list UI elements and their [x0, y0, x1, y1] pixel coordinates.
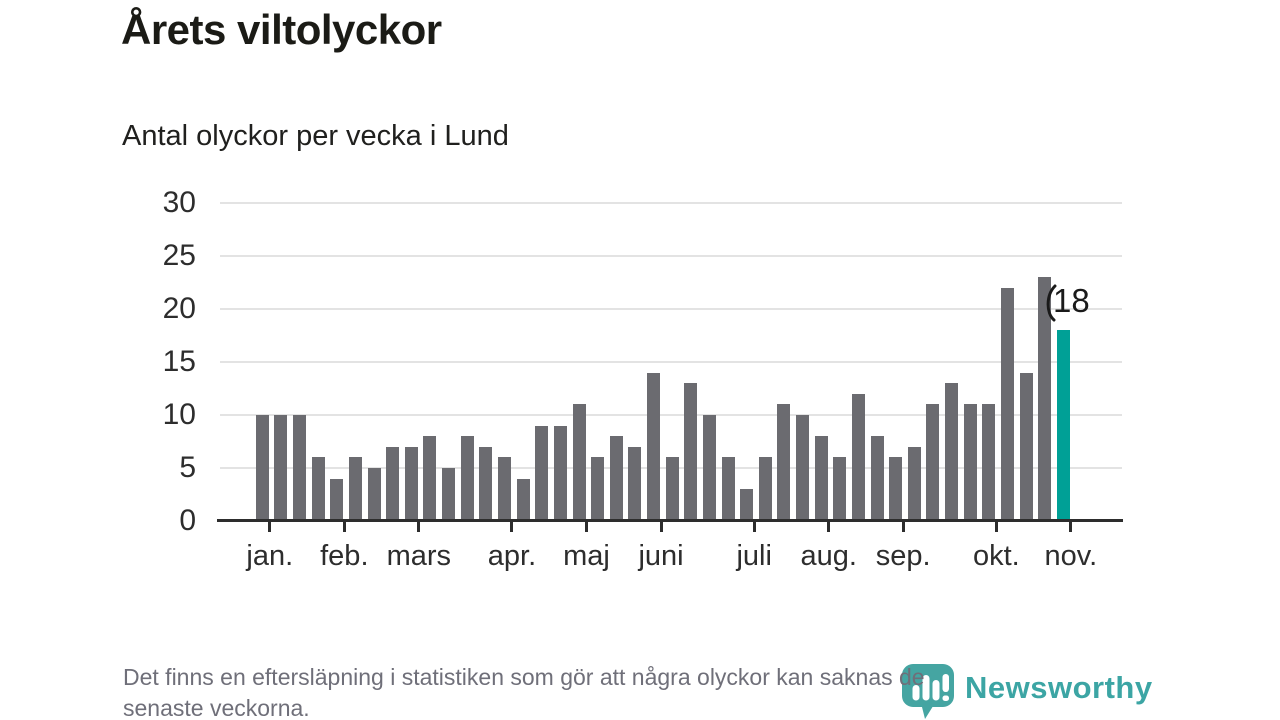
x-axis-tick-nov: [1069, 521, 1073, 532]
y-axis-label-15: 15: [162, 345, 196, 378]
x-axis-tick-aug: [827, 521, 831, 532]
x-axis-label-aug: aug.: [800, 540, 857, 572]
x-axis-label-mars: mars: [386, 540, 452, 572]
bar-week-42: [1019, 372, 1033, 521]
bar-week-27: [740, 489, 754, 521]
bar-week-23: [665, 457, 679, 521]
bar-week-21: [628, 446, 642, 521]
x-axis-label-sep: sep.: [875, 540, 931, 572]
newsworthy-logo-icon: [902, 664, 954, 719]
newsworthy-logo-text: Newsworthy: [965, 670, 1153, 705]
bar-week-3: [293, 415, 307, 521]
x-axis-tick-okt: [994, 521, 998, 532]
y-axis-label-0: 0: [179, 504, 196, 537]
annotation-value-label: 18: [1053, 282, 1090, 319]
x-axis-label-jan: jan.: [246, 540, 294, 572]
x-axis-label-juni: juni: [638, 540, 684, 572]
x-axis-tick-juni: [659, 521, 663, 532]
x-axis-label-maj: maj: [563, 540, 610, 572]
x-axis-tick-apr: [510, 521, 514, 532]
bar-week-43: [1038, 277, 1052, 521]
bar-week-19: [591, 457, 605, 521]
newsworthy-logo: Newsworthy: [902, 664, 1153, 720]
bar-week-28: [758, 457, 772, 521]
footnote: Det finns en eftersläpning i statistiken…: [123, 662, 925, 720]
y-axis-label-25: 25: [162, 239, 196, 272]
x-axis-tick-jan: [268, 521, 272, 532]
x-axis-label-feb: feb.: [320, 540, 369, 572]
x-axis-tick-juli: [752, 521, 756, 532]
bar-week-36: [907, 446, 921, 521]
y-axis-label-10: 10: [162, 398, 196, 431]
bar-week-26: [721, 457, 735, 521]
gridline-10: [220, 414, 1122, 416]
bar-week-11: [442, 468, 456, 521]
bar-week-18: [572, 404, 586, 521]
bar-week-29: [777, 404, 791, 521]
bar-week-1: [255, 415, 269, 521]
bar-week-14: [497, 457, 511, 521]
bar-week-38: [945, 383, 959, 521]
x-axis-tick-feb: [342, 521, 346, 532]
x-axis-label-juli: juli: [736, 540, 772, 572]
chart-title: Årets viltolyckor: [121, 6, 442, 53]
bar-week-7: [367, 468, 381, 521]
bar-week-8: [386, 446, 400, 521]
bar-week-30: [796, 415, 810, 521]
bar-week-33: [851, 393, 865, 521]
x-axis-tick-maj: [585, 521, 588, 532]
bar-week-9: [404, 446, 418, 521]
y-axis-label-5: 5: [179, 451, 196, 484]
bar-week-13: [479, 446, 493, 521]
bar-week-31: [814, 436, 828, 521]
bar-week-35: [889, 457, 903, 521]
bar-week-39: [963, 404, 977, 521]
bar-week-32: [833, 457, 847, 521]
y-axis-label-30: 30: [162, 186, 196, 219]
gridline-25: [220, 255, 1122, 257]
x-axis-label-okt: okt.: [972, 540, 1020, 572]
bar-week-20: [609, 436, 623, 521]
chart-subtitle: Antal olyckor per vecka i Lund: [122, 120, 509, 152]
footnote-line-2: senaste veckorna.: [123, 695, 310, 720]
x-axis-label-apr: apr.: [487, 540, 537, 572]
y-axis-label-20: 20: [162, 292, 196, 325]
bar-week-40: [982, 404, 996, 521]
footnote-line-1: Det finns en eftersläpning i statistiken…: [123, 664, 925, 690]
bar-week-37: [926, 404, 940, 521]
bar-week-22: [647, 372, 661, 521]
x-axis-tick-sep: [901, 521, 905, 532]
bar-week-24: [684, 383, 698, 521]
x-axis-tick-mars: [417, 521, 421, 532]
x-axis-line: [217, 519, 1123, 522]
bar-week-6: [348, 457, 362, 521]
bar-week-44: [1056, 330, 1070, 521]
bar-week-4: [311, 457, 325, 521]
bar-week-41: [1001, 287, 1014, 521]
bar-week-15: [516, 478, 530, 521]
gridline-20: [220, 308, 1122, 310]
bar-week-10: [423, 436, 437, 521]
bar-week-25: [702, 415, 716, 521]
gridline-15: [220, 361, 1122, 363]
annotation-leader-line: [1046, 284, 1057, 322]
gridline-30: [220, 202, 1122, 204]
bar-week-34: [870, 436, 884, 521]
bar-week-2: [274, 415, 288, 521]
bar-week-12: [460, 436, 474, 521]
bar-week-16: [535, 425, 549, 521]
bar-week-17: [553, 425, 567, 521]
bar-week-5: [330, 478, 344, 521]
x-axis-label-nov: nov.: [1044, 540, 1098, 572]
